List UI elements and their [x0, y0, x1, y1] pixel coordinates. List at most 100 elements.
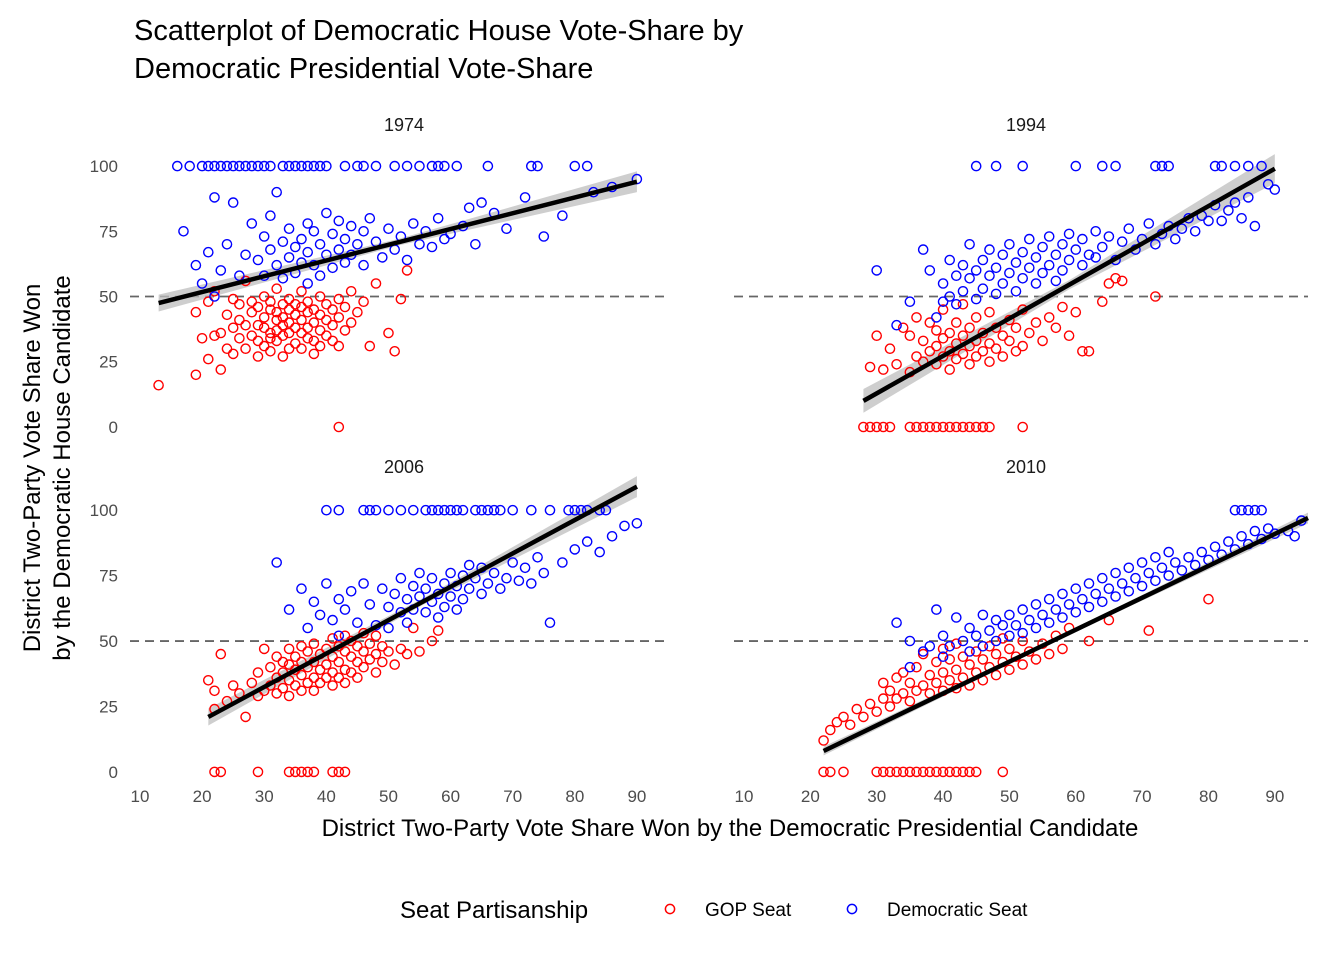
democratic-seat-point: [1031, 623, 1040, 632]
gop-seat-point: [154, 381, 163, 390]
democratic-seat-point: [359, 261, 368, 270]
gop-seat-point: [965, 360, 974, 369]
gop-seat-point: [340, 302, 349, 311]
democratic-seat-point: [1051, 605, 1060, 614]
democratic-seat-point: [958, 261, 967, 270]
y-tick-label: 50: [99, 632, 118, 651]
gop-seat-point: [285, 644, 294, 653]
gop-seat-point: [204, 297, 213, 306]
democratic-seat-point: [1197, 548, 1206, 557]
democratic-seat-point: [1018, 274, 1027, 283]
democratic-seat-point: [1237, 532, 1246, 541]
democratic-seat-point: [958, 287, 967, 296]
gop-seat-point: [972, 767, 981, 776]
x-tick-label: 60: [1066, 787, 1085, 806]
democratic-seat-point: [1038, 268, 1047, 277]
democratic-seat-point: [1144, 219, 1153, 228]
democratic-seat-point: [521, 563, 530, 572]
gop-seat-point: [1018, 422, 1027, 431]
democratic-seat-point: [458, 595, 467, 604]
democratic-seat-point: [972, 631, 981, 640]
democratic-seat-point: [972, 266, 981, 275]
democratic-seat-point: [415, 240, 424, 249]
x-tick-label: 80: [1199, 787, 1218, 806]
y-tick-label: 100: [90, 501, 118, 520]
democratic-seat-point: [1045, 232, 1054, 241]
gop-seat-point: [885, 344, 894, 353]
x-tick-label: 70: [503, 787, 522, 806]
gop-seat-point: [396, 644, 405, 653]
democratic-seat-point: [303, 219, 312, 228]
gop-seat-point: [390, 660, 399, 669]
gop-seat-point: [932, 678, 941, 687]
democratic-seat-point: [403, 618, 412, 627]
democratic-seat-point: [905, 297, 914, 306]
gop-seat-point: [322, 660, 331, 669]
gop-seat-point: [272, 284, 281, 293]
gop-seat-point: [285, 344, 294, 353]
gop-seat-point: [1038, 336, 1047, 345]
gop-seat-point: [309, 673, 318, 682]
democratic-seat-point: [403, 595, 412, 604]
gop-seat-point: [328, 668, 337, 677]
democratic-seat-point: [303, 279, 312, 288]
gop-seat-point: [291, 652, 300, 661]
democratic-seat-point: [1217, 162, 1226, 171]
democratic-seat-point: [247, 219, 256, 228]
democratic-seat-point: [465, 203, 474, 212]
democratic-seat-point: [477, 198, 486, 207]
gop-seat-point: [384, 328, 393, 337]
gop-seat-point: [965, 323, 974, 332]
gop-seat-point: [365, 639, 374, 648]
democratic-seat-point: [545, 506, 554, 515]
democratic-seat-point: [1098, 162, 1107, 171]
democratic-seat-point: [905, 663, 914, 672]
legend-label-democratic: Democratic Seat: [887, 900, 1028, 921]
democratic-seat-point: [1157, 563, 1166, 572]
democratic-seat-point: [1011, 287, 1020, 296]
democratic-seat-point: [1098, 574, 1107, 583]
gop-seat-point: [978, 347, 987, 356]
x-tick-label: 10: [735, 787, 754, 806]
democratic-seat-point: [1151, 576, 1160, 585]
democratic-seat-point: [932, 313, 941, 322]
democratic-seat-point: [210, 193, 219, 202]
x-tick-label: 10: [131, 787, 150, 806]
democratic-seat-point: [533, 162, 542, 171]
democratic-seat-point: [1164, 548, 1173, 557]
gop-seat-point: [872, 331, 881, 340]
gop-seat-point: [297, 315, 306, 324]
gop-seat-point: [316, 310, 325, 319]
democratic-seat-point: [985, 271, 994, 280]
democratic-seat-point: [1164, 162, 1173, 171]
democratic-seat-point: [1250, 527, 1259, 536]
gop-seat-point: [952, 665, 961, 674]
gop-seat-point: [316, 678, 325, 687]
democratic-seat-point: [978, 642, 987, 651]
democratic-seat-point: [1078, 235, 1087, 244]
democratic-seat-point: [340, 162, 349, 171]
gop-seat-point: [204, 676, 213, 685]
gop-seat-point: [919, 336, 928, 345]
democratic-seat-point: [185, 162, 194, 171]
democratic-seat-point: [539, 232, 548, 241]
democratic-seat-point: [396, 574, 405, 583]
gop-seat-point: [278, 684, 287, 693]
democratic-seat-point: [992, 263, 1001, 272]
democratic-seat-point: [1058, 240, 1067, 249]
democratic-seat-point: [608, 532, 617, 541]
gop-seat-point: [826, 725, 835, 734]
democratic-seat-point: [1078, 595, 1087, 604]
x-tick-label: 20: [193, 787, 212, 806]
gop-seat-point: [912, 313, 921, 322]
democratic-seat-point: [322, 162, 331, 171]
democratic-seat-point: [502, 224, 511, 233]
gop-seat-point: [1005, 336, 1014, 345]
gop-seat-point: [1031, 655, 1040, 664]
democratic-seat-point: [965, 623, 974, 632]
democratic-seat-point: [1171, 235, 1180, 244]
panel-2006: 2006025507510010 20 30 40 50 60 70 80 90: [90, 457, 668, 806]
legend-label-gop: GOP Seat: [705, 900, 792, 921]
gop-seat-point: [340, 326, 349, 335]
